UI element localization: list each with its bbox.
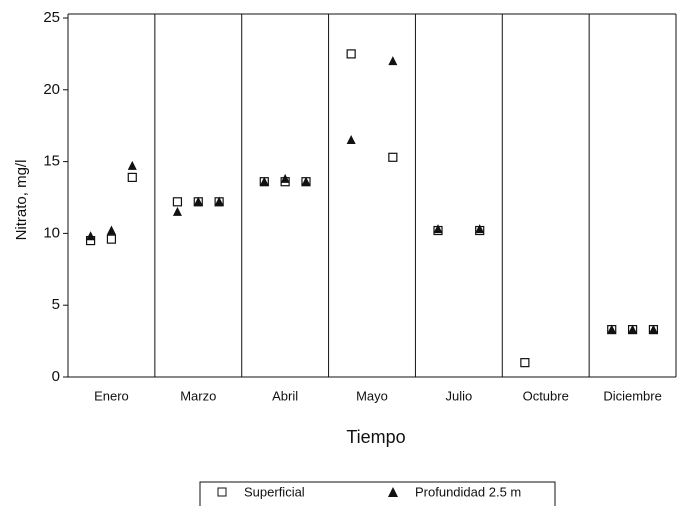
- y-tick-label: 5: [52, 296, 60, 313]
- y-tick-label: 0: [52, 368, 60, 385]
- point: [172, 197, 183, 207]
- y-tick-label: 25: [43, 9, 60, 26]
- x-tick-label: Abril: [272, 388, 298, 403]
- point: [86, 231, 96, 241]
- point: [172, 206, 182, 216]
- legend-label: Superficial: [244, 484, 305, 499]
- point: [193, 196, 203, 206]
- y-tick-label: 10: [43, 224, 60, 241]
- point: [127, 172, 137, 182]
- point: [648, 324, 658, 334]
- point: [388, 152, 398, 162]
- point: [280, 173, 290, 183]
- legend-box: [199, 481, 556, 506]
- x-tick-label: Julio: [445, 388, 472, 403]
- point: [106, 234, 117, 244]
- point: [346, 135, 356, 145]
- legend-marker: [217, 487, 227, 497]
- x-tick-label: Octubre: [523, 388, 569, 403]
- point: [520, 358, 530, 368]
- point: [475, 224, 485, 234]
- point: [388, 56, 398, 66]
- y-axis-label: Nitrato, mg/l: [13, 160, 30, 241]
- point: [628, 324, 638, 334]
- point: [433, 224, 443, 234]
- point: [607, 324, 617, 334]
- point: [346, 49, 356, 59]
- legend-marker: [388, 487, 398, 497]
- x-tick-label: Diciembre: [603, 388, 662, 403]
- point: [106, 225, 116, 235]
- x-tick-label: Mayo: [356, 388, 388, 403]
- legend-label: Profundidad 2.5 m: [415, 484, 521, 499]
- point: [214, 196, 224, 206]
- y-tick-label: 15: [43, 153, 60, 170]
- x-tick-label: Enero: [94, 388, 129, 403]
- y-tick-label: 20: [43, 81, 60, 98]
- point: [301, 176, 311, 186]
- point: [127, 160, 137, 170]
- x-tick-label: Marzo: [180, 388, 216, 403]
- x-axis-label: Tiempo: [346, 427, 405, 447]
- point: [259, 176, 269, 186]
